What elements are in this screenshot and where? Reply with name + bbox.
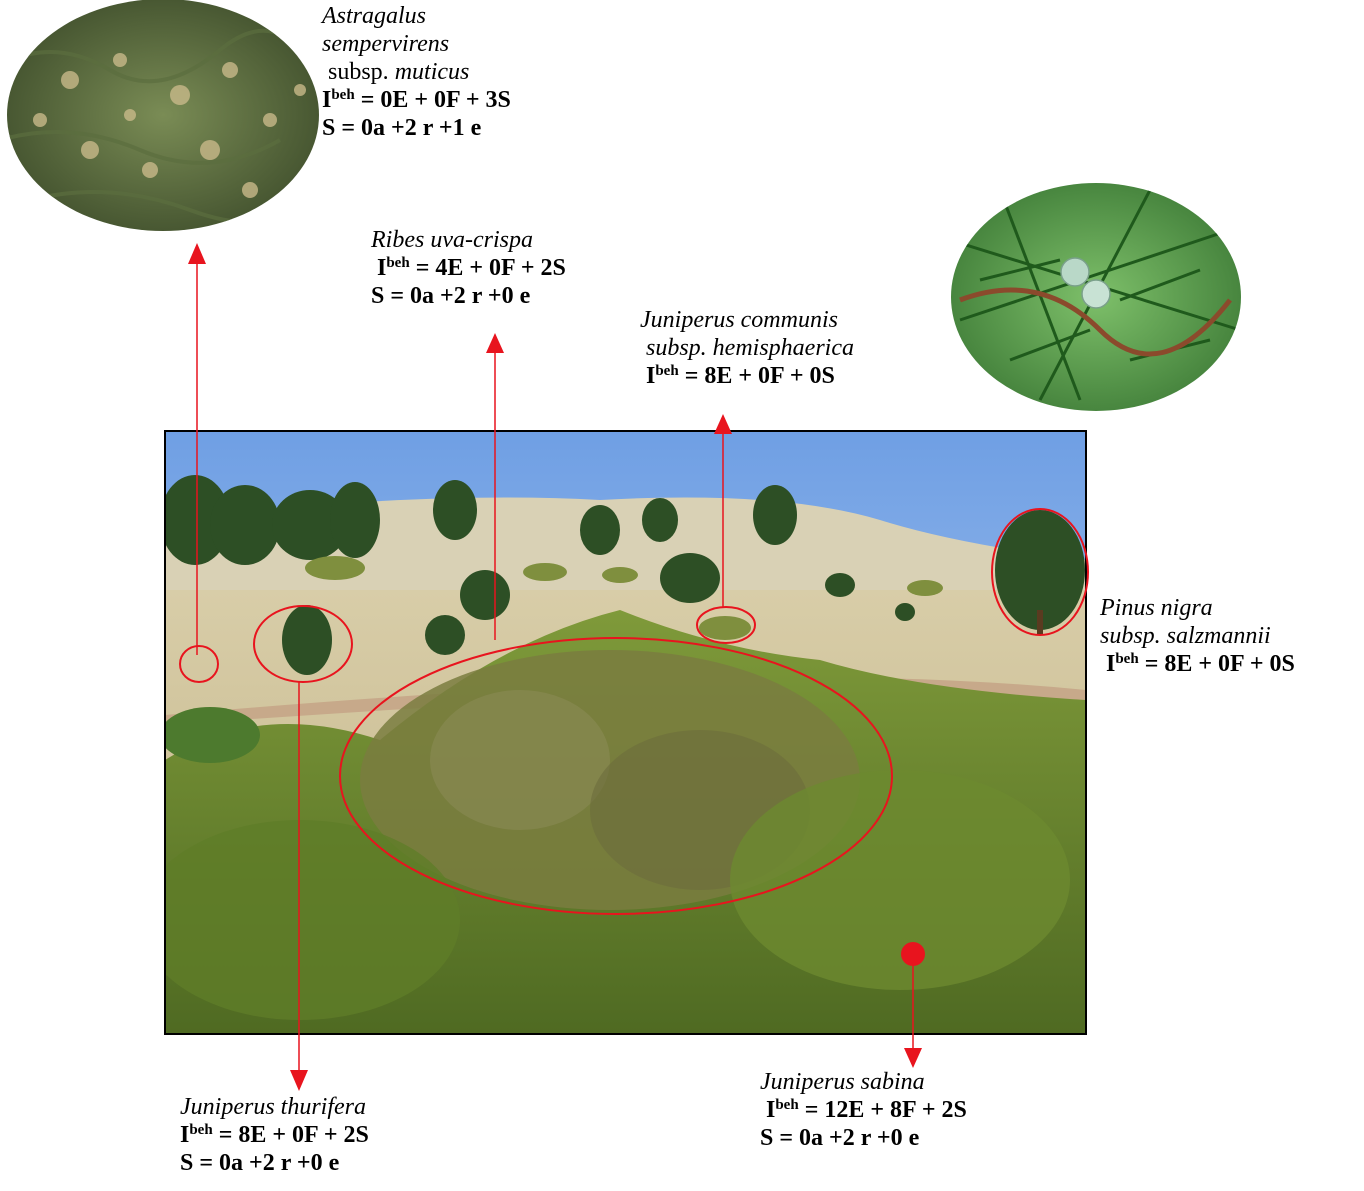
ribes-label: Ribes uva-crispa Ibeh = 4E + 0F + 2S S =…: [371, 226, 566, 310]
juniperus-inset-photo: [951, 183, 1241, 411]
astragalus-label: Astragalus sempervirens subsp. muticus I…: [322, 2, 511, 142]
sabina-s-formula: S = 0a +2 r +0 e: [760, 1125, 920, 1151]
juniperus-sabina-label: Juniperus sabina Ibeh = 12E + 8F + 2S S …: [760, 1068, 967, 1152]
pinus-name-line2: subsp. salzmannii: [1100, 623, 1271, 649]
astragalus-inset-photo: [7, 0, 319, 231]
pinus-marker-circle: [991, 508, 1089, 636]
sabina-ibeh-formula: Ibeh = 12E + 8F + 2S: [766, 1097, 967, 1123]
astragalus-subsp-name: muticus: [394, 59, 470, 85]
pinus-ibeh-formula: Ibeh = 8E + 0F + 0S: [1106, 651, 1295, 677]
annotation-markers: [179, 508, 1089, 915]
thurifera-marker-circle: [253, 605, 353, 683]
pinus-name-line1: Pinus nigra: [1100, 595, 1213, 621]
astragalus-subsp-line: subsp. muticus: [322, 58, 511, 86]
pinus-nigra-label: Pinus nigra subsp. salzmannii Ibeh = 8E …: [1100, 594, 1295, 678]
astragalus-marker-circle: [179, 645, 219, 683]
annotation-arrows: [188, 243, 922, 1091]
communis-marker-circle: [696, 606, 756, 644]
ribes-name: Ribes uva-crispa: [371, 227, 533, 253]
thurifera-s-formula: S = 0a +2 r +0 e: [180, 1150, 340, 1176]
thurifera-ibeh-formula: Ibeh = 8E + 0F + 2S: [180, 1122, 369, 1148]
ribes-marker-circle: [339, 637, 893, 915]
astragalus-s-formula: S = 0a +2 r +1 e: [322, 115, 482, 141]
juniperus-communis-label: Juniperus communis subsp. hemisphaerica …: [640, 306, 854, 390]
juniperus-thurifera-label: Juniperus thurifera Ibeh = 8E + 0F + 2S …: [180, 1093, 369, 1177]
communis-name-line2: subsp. hemisphaerica: [646, 335, 854, 361]
landscape-photo: [164, 430, 1087, 1035]
ribes-s-formula: S = 0a +2 r +0 e: [371, 283, 531, 309]
astragalus-ibeh-formula: Ibeh = 0E + 0F + 3S: [322, 87, 511, 113]
sabina-name: Juniperus sabina: [760, 1069, 925, 1095]
sabina-marker-dot: [901, 942, 925, 966]
astragalus-name-line2: sempervirens: [322, 31, 450, 57]
ribes-ibeh-formula: Ibeh = 4E + 0F + 2S: [377, 255, 566, 281]
communis-name-line1: Juniperus communis: [640, 307, 838, 333]
astragalus-name-line1: Astragalus: [322, 3, 427, 29]
thurifera-name: Juniperus thurifera: [180, 1094, 366, 1120]
astragalus-subsp-word: subsp.: [328, 59, 389, 85]
communis-ibeh-formula: Ibeh = 8E + 0F + 0S: [646, 363, 835, 389]
